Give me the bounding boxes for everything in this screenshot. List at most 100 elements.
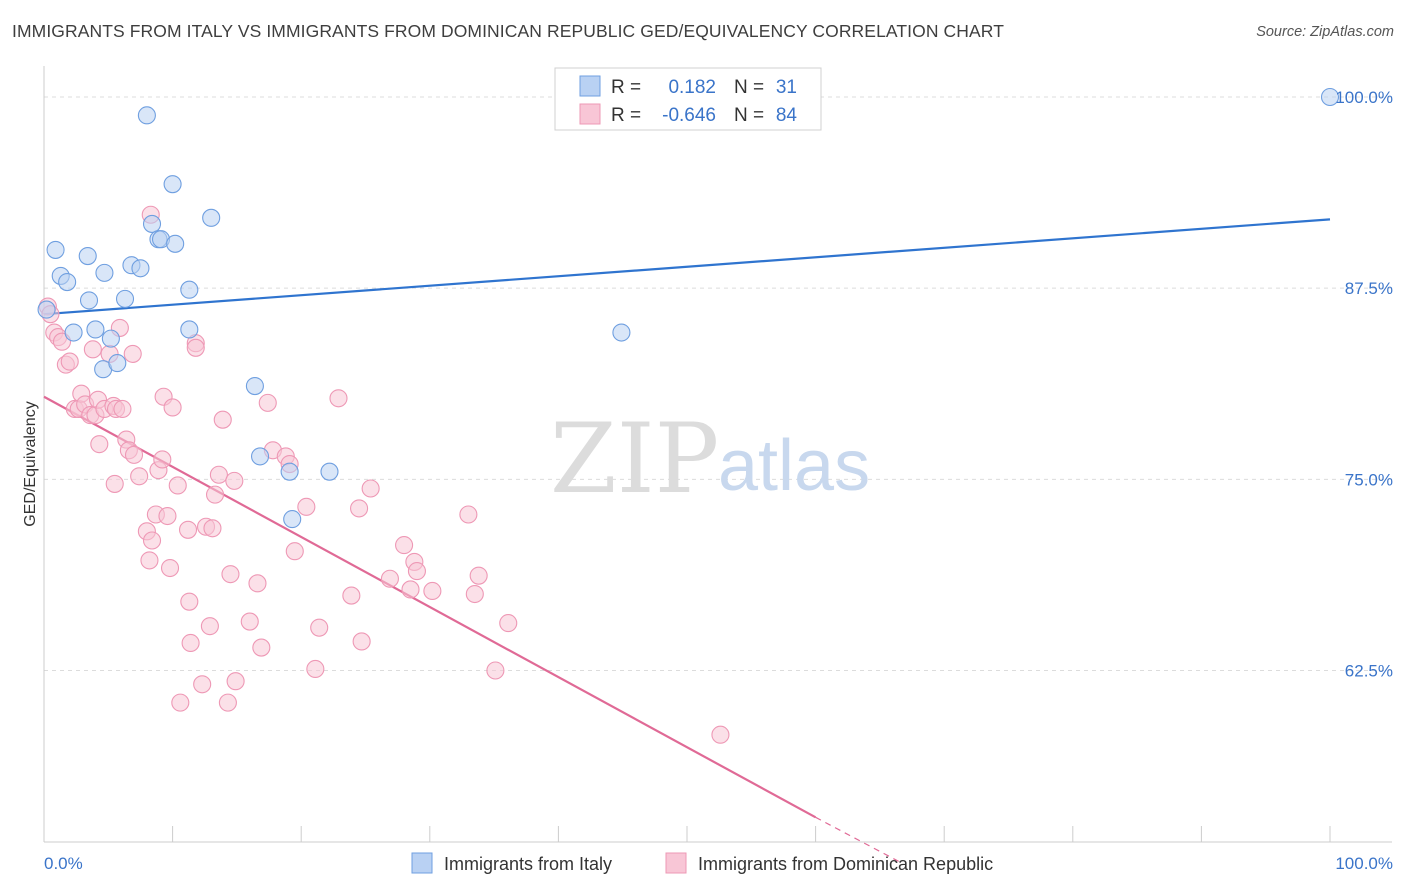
data-point: [124, 445, 144, 464]
data-point: [95, 263, 114, 282]
legend-swatch: [579, 75, 601, 97]
data-point: [1320, 87, 1340, 107]
data-point: [221, 565, 240, 584]
data-point: [64, 323, 83, 342]
data-point: [297, 497, 316, 516]
watermark: ZIP atlas: [550, 403, 870, 515]
data-point: [58, 272, 77, 292]
data-point: [142, 214, 162, 233]
data-point: [218, 693, 237, 712]
data-point: [711, 725, 730, 744]
data-point: [423, 581, 442, 601]
data-point: [101, 329, 120, 348]
legend-r-value: -0.646: [662, 105, 716, 126]
data-point: [130, 467, 149, 486]
data-point: [250, 447, 270, 466]
data-point: [350, 499, 369, 518]
data-point: [459, 505, 478, 524]
data-point: [60, 352, 79, 371]
legend-r-label: R =: [611, 105, 641, 126]
y-axis-label: GED/Equivalency: [22, 401, 39, 526]
y-tick-label: 87.5%: [1345, 279, 1393, 298]
data-point: [280, 462, 299, 481]
data-point: [203, 519, 222, 538]
data-point: [248, 574, 267, 593]
data-point: [486, 661, 505, 680]
data-point: [83, 340, 102, 359]
data-point: [361, 479, 380, 498]
data-point: [202, 208, 221, 227]
data-point: [160, 558, 180, 578]
data-point: [171, 693, 190, 712]
data-point: [193, 675, 212, 694]
data-point: [499, 614, 518, 633]
data-point: [380, 569, 399, 588]
data-point: [115, 289, 135, 308]
data-point: [352, 632, 371, 651]
data-point: [465, 584, 484, 604]
legend-swatch: [579, 103, 601, 125]
data-points: [37, 87, 1340, 744]
data-point: [209, 465, 228, 484]
data-point: [46, 240, 65, 259]
data-point: [113, 399, 132, 419]
legend-r-value: 0.182: [668, 77, 716, 98]
data-point: [163, 175, 182, 194]
data-point: [37, 300, 56, 319]
chart-source: Source: ZipAtlas.com: [1256, 24, 1394, 40]
legend-stats: R = 0.182 N = 31 R = -0.646 N = 84: [554, 67, 822, 131]
bottom-legend: Immigrants from Italy Immigrants from Dom…: [411, 852, 993, 874]
bottom-legend-label: Immigrants from Italy: [444, 854, 612, 874]
data-point: [258, 393, 277, 412]
data-point: [320, 462, 339, 481]
data-point: [181, 633, 200, 653]
bottom-legend-swatch: [411, 852, 433, 874]
data-point: [79, 291, 99, 310]
data-point: [186, 338, 205, 357]
bottom-legend-swatch: [665, 852, 687, 874]
trendlines: [43, 218, 1331, 863]
data-point: [140, 551, 159, 570]
legend-n-value: 31: [776, 77, 797, 98]
data-point: [178, 520, 198, 539]
watermark-zip: ZIP: [550, 403, 719, 515]
trendline-extension-series-1: [815, 816, 900, 863]
data-point: [240, 612, 259, 631]
legend-n-label: N =: [734, 77, 764, 98]
data-point: [158, 506, 177, 526]
data-point: [329, 389, 348, 408]
legend-n-label: N =: [734, 105, 764, 126]
data-point: [78, 247, 97, 266]
data-point: [166, 234, 185, 253]
data-point: [401, 580, 420, 599]
data-point: [108, 354, 127, 373]
watermark-atlas: atlas: [718, 426, 870, 506]
data-point: [252, 638, 271, 657]
data-point: [226, 672, 245, 691]
data-point: [395, 536, 414, 555]
data-point: [213, 410, 232, 429]
axes: [43, 66, 1392, 843]
data-point: [142, 531, 162, 550]
data-point: [407, 562, 426, 581]
data-point: [131, 259, 150, 278]
y-tick-label: 75.0%: [1345, 470, 1393, 489]
data-point: [168, 476, 187, 495]
x-tick-label: 0.0%: [44, 854, 83, 873]
data-point: [342, 586, 361, 605]
data-point: [153, 450, 172, 469]
legend-r-label: R =: [611, 77, 641, 98]
x-tick-label: 100.0%: [1335, 854, 1393, 873]
legend-n-value: 84: [776, 105, 798, 126]
bottom-legend-label: Immigrants from Dominican Republic: [698, 854, 993, 874]
trendline-series-0: [43, 218, 1331, 316]
data-point: [310, 618, 329, 637]
tick-labels: 100.0% 87.5% 75.0% 62.5% 0.0% 100.0%: [44, 88, 1393, 873]
data-point: [205, 485, 225, 504]
data-point: [612, 323, 631, 342]
trendline-series-1: [43, 395, 817, 819]
data-point: [469, 566, 488, 585]
data-point: [283, 510, 302, 529]
data-point: [200, 617, 219, 636]
